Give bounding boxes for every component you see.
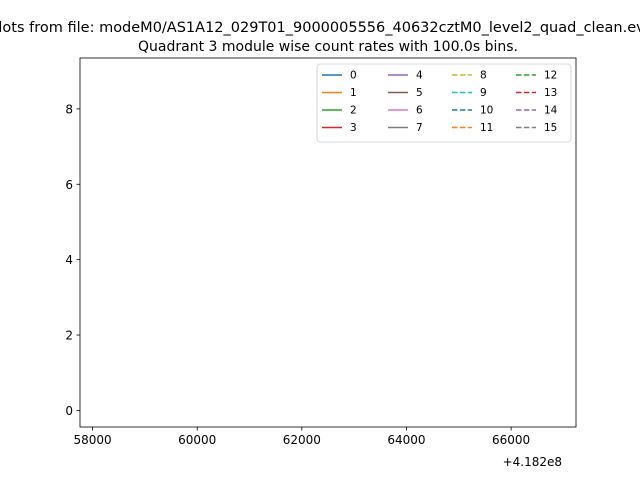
legend-label-1: 1 [350,87,357,99]
plot-area [79,57,577,428]
y-axis: 0 2 4 6 8 [65,102,80,418]
y-tick-label-4: 4 [65,253,73,267]
legend-label-12: 12 [544,70,557,82]
legend-label-8: 8 [480,70,487,82]
legend-label-9: 9 [480,87,487,99]
x-tick-label-62000: 62000 [283,433,321,447]
legend-label-7: 7 [416,122,423,134]
legend-label-5: 5 [416,87,423,99]
legend-label-11: 11 [480,122,493,134]
figure-suptitle: Plots from file: modeM0/AS1A12_029T01_90… [0,20,640,36]
legend-label-13: 13 [544,87,557,99]
x-tick-label-60000: 60000 [178,433,216,447]
legend-label-3: 3 [350,122,357,134]
legend-label-4: 4 [416,70,423,82]
x-tick-label-66000: 66000 [492,433,530,447]
chart-title: Quadrant 3 module wise count rates with … [138,39,518,55]
legend-label-6: 6 [416,105,423,117]
y-tick-label-0: 0 [65,404,73,418]
x-tick-label-58000: 58000 [73,433,111,447]
plot-frame [79,57,577,428]
x-tick-label-64000: 64000 [387,433,425,447]
legend-label-0: 0 [350,70,357,82]
x-axis: 58000 60000 62000 64000 66000 [73,427,530,447]
y-tick-label-2: 2 [65,329,73,343]
y-tick-label-8: 8 [65,102,73,116]
legend-label-10: 10 [480,105,493,117]
legend-label-14: 14 [544,105,558,117]
legend-box [316,63,572,143]
x-offset-label: +4.182e8 [503,455,562,469]
y-tick-label-6: 6 [65,178,73,192]
legend-label-2: 2 [350,105,357,117]
legend-label-15: 15 [544,122,557,134]
